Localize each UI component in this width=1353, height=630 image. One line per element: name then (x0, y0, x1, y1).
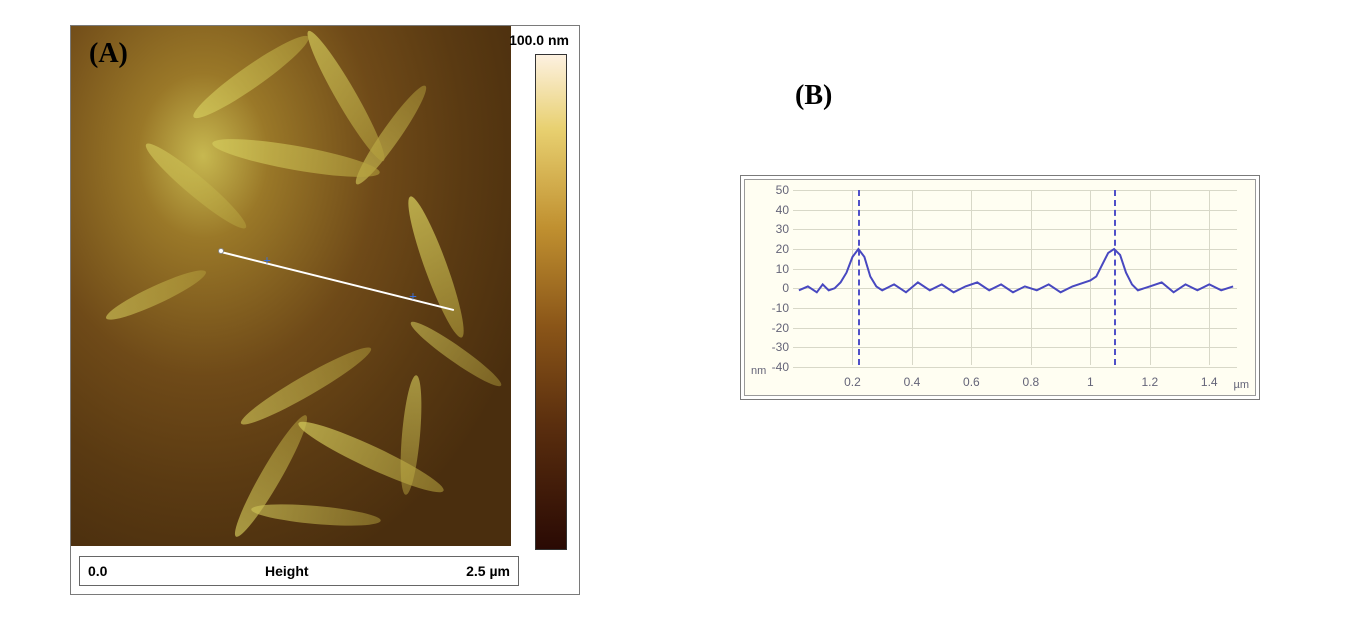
y-tick-label: 0 (749, 281, 789, 295)
scan-marker-1: + (263, 254, 271, 270)
y-tick-label: 50 (749, 183, 789, 197)
afm-fibril (210, 131, 382, 184)
x-tick-label: 1 (1078, 375, 1102, 389)
figure-container: (A) + + 100.0 nm 0.0 Height 2.5 µm (B) n… (0, 0, 1353, 630)
profile-trace (799, 249, 1233, 292)
x-tick-label: 0.6 (959, 375, 983, 389)
scan-marker-2: + (409, 290, 417, 306)
y-tick-label: -20 (749, 321, 789, 335)
y-tick-label: -40 (749, 360, 789, 374)
panel-a-label: (A) (89, 38, 128, 70)
afm-fibril (294, 413, 448, 501)
panel-a-frame: (A) + + 100.0 nm 0.0 Height 2.5 µm (70, 25, 580, 595)
afm-height-image: (A) + + (71, 26, 511, 546)
afm-fibril (400, 193, 472, 341)
x-tick-label: 0.2 (840, 375, 864, 389)
colorbar-max-label: 100.0 nm (509, 32, 569, 48)
profile-scan-line (221, 251, 454, 311)
scale-center-label: Height (265, 563, 309, 579)
x-axis-unit: µm (1233, 379, 1249, 391)
y-tick-label: -10 (749, 301, 789, 315)
panel-b-label: (B) (795, 80, 832, 112)
afm-fibril (300, 26, 392, 166)
y-tick-label: 20 (749, 242, 789, 256)
plot-area (793, 190, 1237, 365)
y-tick-label: 40 (749, 203, 789, 217)
scan-line-start-point (218, 248, 224, 254)
afm-fibril (187, 28, 314, 126)
scale-right-label: 2.5 µm (466, 563, 510, 579)
afm-fibril (102, 264, 209, 327)
x-tick-label: 0.4 (900, 375, 924, 389)
scale-left-label: 0.0 (88, 563, 107, 579)
x-tick-label: 0.8 (1019, 375, 1043, 389)
y-tick-label: 10 (749, 262, 789, 276)
y-tick-label: 30 (749, 222, 789, 236)
gridline-horizontal (793, 367, 1237, 368)
scale-bar: 0.0 Height 2.5 µm (79, 556, 519, 586)
profile-line-svg (793, 190, 1239, 367)
height-colorbar (535, 54, 567, 550)
afm-fibril (250, 500, 381, 529)
height-profile-plot: nm µm 50403020100-10-20-30-400.20.40.60.… (744, 179, 1256, 396)
panel-b-frame: nm µm 50403020100-10-20-30-400.20.40.60.… (740, 175, 1260, 400)
y-tick-label: -30 (749, 340, 789, 354)
x-tick-label: 1.2 (1138, 375, 1162, 389)
x-tick-label: 1.4 (1197, 375, 1221, 389)
